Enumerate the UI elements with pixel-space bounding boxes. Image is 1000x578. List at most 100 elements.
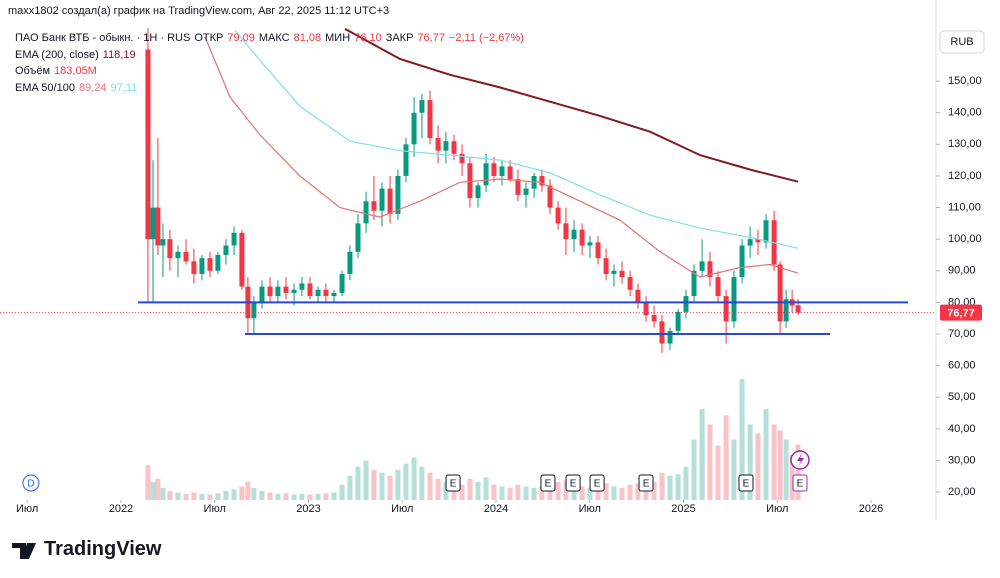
indicator-value: 97,11 xyxy=(110,82,138,94)
candle-body xyxy=(207,258,213,271)
volume-bar xyxy=(395,469,401,500)
candle-body xyxy=(579,229,585,246)
candle-body xyxy=(191,261,197,274)
volume-bar xyxy=(467,478,473,500)
volume-bar xyxy=(707,424,713,500)
volume-bar xyxy=(245,481,251,500)
x-tick-label: Июл xyxy=(766,503,788,515)
candle-body xyxy=(267,286,273,297)
logo-mark xyxy=(12,543,36,559)
indicator-name: EMA 50/100 xyxy=(15,82,75,94)
y-tick-label: 60,00 xyxy=(948,360,976,372)
candle-body xyxy=(547,185,553,208)
volume-bar xyxy=(411,457,417,500)
volume-bar xyxy=(347,475,353,500)
candle-body xyxy=(627,277,633,290)
candle-body xyxy=(659,321,665,344)
candle-body xyxy=(683,296,689,312)
volume-bar xyxy=(723,415,729,500)
y-tick-label: 30,00 xyxy=(948,454,976,466)
candle-body xyxy=(587,242,593,246)
candle-body xyxy=(707,261,713,278)
candle-body xyxy=(175,251,181,259)
caption: МАКС xyxy=(258,32,290,44)
candle-body xyxy=(251,302,257,319)
event-marker[interactable] xyxy=(589,474,605,492)
candle-body xyxy=(331,292,337,297)
volume-bar xyxy=(547,483,553,500)
event-label: E xyxy=(545,479,552,490)
volume-bar xyxy=(611,486,617,500)
volume-bar xyxy=(491,484,497,500)
candle-body xyxy=(731,277,737,322)
volume-bar xyxy=(155,478,161,500)
event-marker[interactable] xyxy=(638,474,654,492)
volume-bar xyxy=(507,487,513,500)
candle-body xyxy=(283,286,289,293)
volume-bar xyxy=(539,486,545,500)
volume-bar xyxy=(267,492,273,500)
candle-body xyxy=(239,232,245,287)
y-tick-label: 110,00 xyxy=(948,201,981,213)
x-tick-label: 2025 xyxy=(671,503,695,515)
volume-bar xyxy=(259,490,265,500)
volume-bar xyxy=(307,494,313,500)
candle-body xyxy=(715,277,721,297)
candle-body xyxy=(167,239,173,259)
candle-body xyxy=(275,286,281,297)
candle-body xyxy=(419,100,425,113)
volume-bar xyxy=(483,477,489,500)
volume-bar xyxy=(199,493,205,500)
volume-bar xyxy=(747,424,753,500)
candle-body xyxy=(387,188,393,214)
candle-body xyxy=(563,223,569,240)
event-marker[interactable] xyxy=(445,474,461,492)
candle-body xyxy=(571,229,577,240)
currency[interactable]: RUB xyxy=(950,36,973,48)
volume-bar xyxy=(635,483,641,500)
event-marker[interactable] xyxy=(565,474,581,492)
y-tick-label: 50,00 xyxy=(948,391,976,403)
candle-body xyxy=(363,201,369,224)
currency-button[interactable] xyxy=(939,30,985,54)
volume-bar xyxy=(667,475,673,500)
event-marker[interactable] xyxy=(540,474,556,492)
volume-bar xyxy=(587,487,593,500)
volume-bar xyxy=(403,463,409,500)
event-label: D xyxy=(27,479,34,490)
indicator-value: 89,24 xyxy=(78,82,107,94)
candle-body xyxy=(691,270,697,297)
volume-bar xyxy=(419,466,425,500)
x-tick-label: Июл xyxy=(391,503,413,515)
candle-body xyxy=(223,245,229,255)
ema-line xyxy=(204,36,799,278)
event-marker[interactable] xyxy=(792,474,808,492)
event-marker[interactable] xyxy=(22,474,40,492)
candle-body xyxy=(467,163,473,199)
x-tick-label: 2023 xyxy=(296,503,320,515)
event-marker[interactable] xyxy=(738,474,754,492)
candle-body xyxy=(160,239,166,246)
volume-bar xyxy=(387,475,393,500)
candle-body xyxy=(371,201,377,211)
volume-bar xyxy=(691,439,697,500)
volume-bar xyxy=(451,483,457,500)
y-tick-label: 70,00 xyxy=(948,328,976,340)
price-tag-label: 76,77 xyxy=(947,308,975,320)
candle-body xyxy=(763,220,769,243)
volume-bar xyxy=(167,490,173,500)
candle-body xyxy=(435,138,441,151)
author-header: maxx1802 создал(а) график на TradingView… xyxy=(8,5,390,17)
candle-body xyxy=(475,185,481,199)
y-tick-label: 150,00 xyxy=(948,75,982,87)
volume-bar xyxy=(789,454,795,500)
indicator-value: 183,05M xyxy=(54,65,97,77)
candle-body xyxy=(755,239,761,243)
volume-bar xyxy=(523,486,529,500)
candle-body xyxy=(355,223,361,252)
readout: 76,77 xyxy=(417,32,445,44)
volume-bar xyxy=(315,493,321,500)
volume-bar xyxy=(659,472,665,500)
ema-line xyxy=(344,28,799,183)
